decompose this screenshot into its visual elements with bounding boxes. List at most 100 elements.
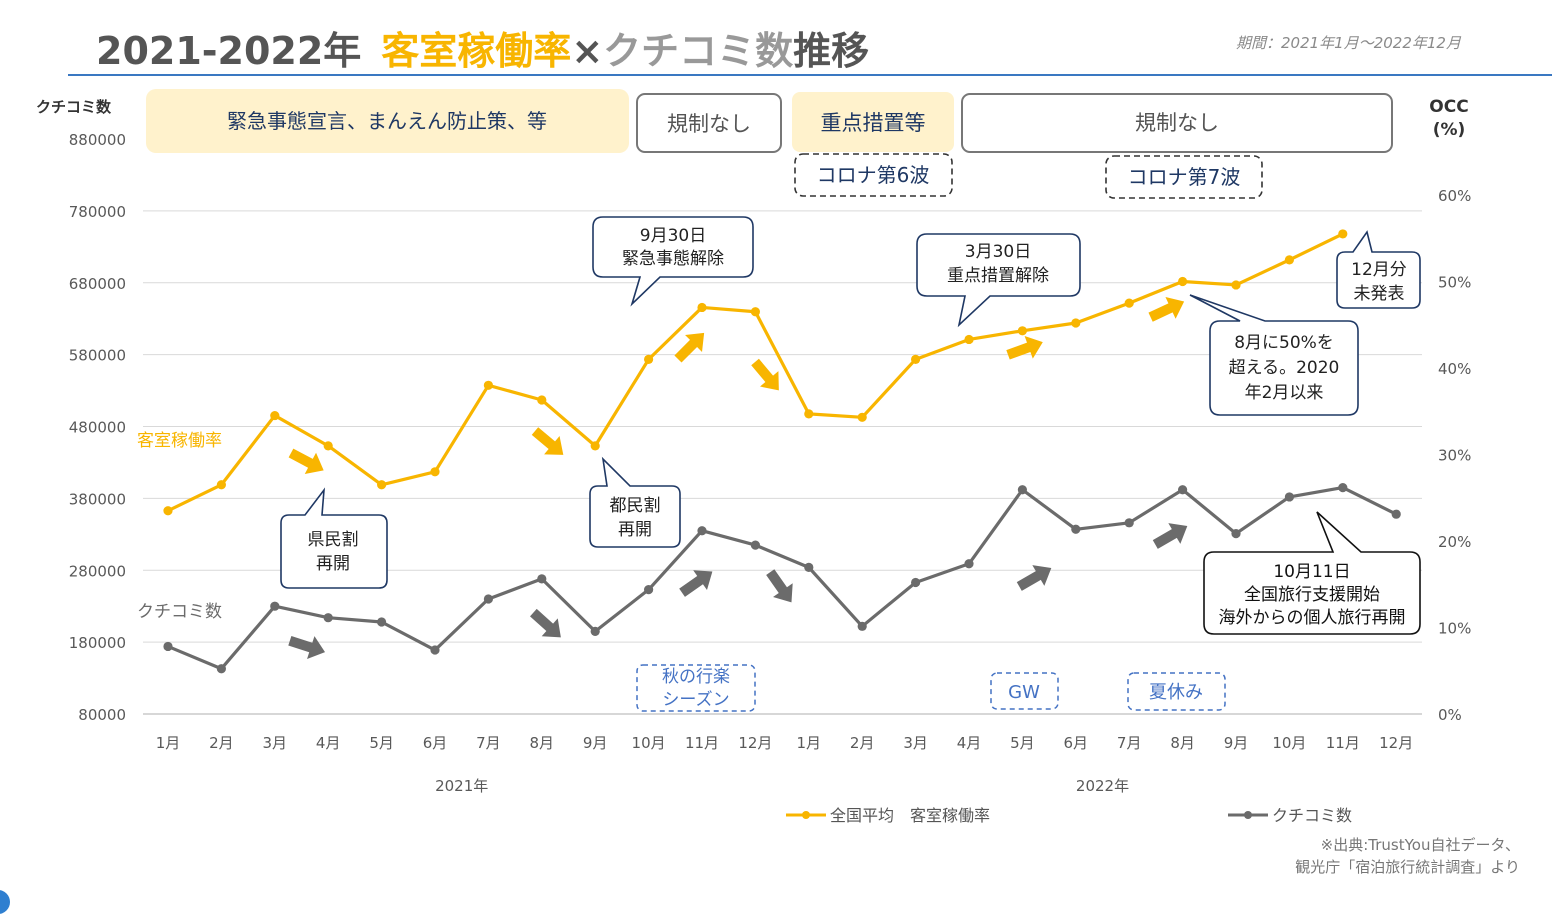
occ-data-point (323, 441, 333, 451)
occ-trend-arrow (527, 421, 572, 465)
right-axis-tick-label: 30% (1438, 447, 1471, 465)
legend-reviews-marker (1244, 811, 1252, 819)
x-axis-tick-label: 7月 (1117, 734, 1142, 752)
x-axis-tick-label: 6月 (423, 734, 448, 752)
season-autumn-line1: 秋の行楽 (662, 667, 730, 687)
reviews-data-point (323, 613, 333, 623)
occ-series-label: 客室稼働率 (137, 431, 222, 451)
policy-box-emergency: 緊急事態宣言、まんえん防止策、等 (227, 109, 547, 133)
callout-sep30: 9月30日 緊急事態解除 (592, 216, 754, 307)
policy-box-priority: 重点措置等 (821, 111, 926, 135)
wave-6-label: コロナ第6波 (817, 163, 930, 187)
callout-sep30-line2: 緊急事態解除 (622, 249, 724, 269)
occ-data-point (1284, 255, 1294, 265)
left-axis-tick-label: 680000 (69, 275, 126, 293)
reviews-data-point (270, 601, 280, 611)
occ-data-point (163, 506, 173, 516)
left-axis-tick-label: 380000 (69, 490, 126, 508)
callout-oct11: 10月11日 全国旅行支援開始 海外からの個人旅行再開 (1203, 511, 1421, 635)
left-axis-tick-label: 580000 (69, 347, 126, 365)
season-gw-frame (990, 672, 1059, 710)
reviews-data-point (964, 559, 974, 569)
left-axis-tick-label: 280000 (69, 562, 126, 580)
x-axis-tick-label: 5月 (1010, 734, 1035, 752)
reviews-data-point (911, 577, 921, 588)
x-axis-tick-label: 10月 (1272, 734, 1306, 752)
x-axis-tick-label: 4月 (957, 734, 982, 752)
callout-sep30-line1: 9月30日 (640, 226, 706, 246)
policy-box-none-1: 規制なし (667, 112, 751, 136)
reviews-data-point (1178, 485, 1188, 495)
occ-data-point (270, 410, 280, 421)
season-autumn-line2: シーズン (662, 690, 729, 710)
x-axis-tick-label: 10月 (632, 734, 666, 752)
reviews-data-point (1124, 518, 1134, 528)
occ-data-point (1017, 326, 1027, 336)
occ-data-point (590, 441, 600, 451)
wave-7-frame (1105, 155, 1263, 199)
policy-box-priority-bg (792, 92, 954, 152)
season-boxes: 秋の行楽 シーズン GW 夏休み (636, 664, 1226, 712)
right-axis-tick-label: 40% (1438, 360, 1471, 378)
occ-data-point (1071, 318, 1081, 328)
reviews-trend-arrow (525, 603, 569, 647)
left-axis-tick-label: 880000 (69, 131, 126, 149)
right-axis-tick-label: 0% (1438, 706, 1462, 724)
occ-data-point (857, 412, 867, 422)
x-axis-year-label: 2021年 (435, 777, 488, 795)
occ-trend-arrow (285, 442, 330, 481)
wave-6-frame (794, 153, 953, 197)
left-axis-tick-label: 480000 (69, 419, 126, 437)
source-line2: 観光庁「宿泊旅行統計調査」より (1295, 858, 1520, 876)
reviews-data-point (857, 621, 867, 631)
x-axis-tick-label: 5月 (369, 734, 394, 752)
left-axis-tick-label: 780000 (69, 203, 126, 221)
policy-box-none-2: 規制なし (1135, 111, 1219, 135)
legend-occ-label: 全国平均 客室稼働率 (830, 806, 990, 825)
occ-data-point (1338, 229, 1348, 239)
policy-boxes: 緊急事態宣言、まんえん防止策、等 規制なし 重点措置等 規制なし コロナ第6波 … (146, 89, 1393, 199)
callout-aug-line1: 8月に50%を (1234, 333, 1334, 353)
left-axis-title: クチコミ数 (36, 98, 112, 116)
x-axis-tick-label: 2月 (209, 734, 234, 752)
legend-occ-marker (802, 811, 810, 819)
x-axis-tick-label: 3月 (263, 734, 288, 752)
policy-box-none-1-frame (636, 93, 782, 153)
x-axis-tick-label: 7月 (476, 734, 501, 752)
occ-data-point (483, 380, 493, 390)
right-axis-tick-label: 60% (1438, 187, 1471, 205)
season-gw-label: GW (1008, 682, 1040, 703)
occ-data-point (216, 480, 226, 490)
x-axis-tick-label: 11月 (685, 734, 719, 752)
x-axis-tick-label: 2月 (850, 734, 875, 752)
reviews-trend-arrow (286, 629, 329, 664)
policy-box-emergency-bg (146, 89, 629, 153)
reviews-data-point (1338, 482, 1348, 493)
callout-dec-line2: 未発表 (1354, 284, 1405, 304)
x-axis-tick-label: 1月 (156, 734, 181, 752)
title-year-range: 2021-2022年 (96, 29, 362, 73)
title-times: × (571, 29, 604, 73)
x-axis-tick-label: 11月 (1326, 734, 1360, 752)
title-occ-label: 客室稼働率 (381, 29, 572, 73)
period-label: 期間：2021年1月〜2022年12月 (1236, 34, 1461, 52)
right-axis-tick-label: 10% (1438, 620, 1471, 638)
callout-tomin-line1: 都民割 (610, 496, 661, 516)
reviews-trend-arrow (760, 565, 802, 610)
trend-arrows (285, 290, 1194, 664)
season-summer-label: 夏休み (1149, 682, 1203, 703)
right-axis-title-unit: (%) (1432, 120, 1466, 140)
title-trend: 推移 (793, 29, 870, 73)
callout-aug-50: 8月に50%を 超える。2020 年2月以来 (1189, 294, 1359, 416)
callout-aug-line2: 超える。2020 (1229, 358, 1340, 378)
reviews-trend-arrow (1149, 515, 1194, 555)
occ-data-point (1124, 298, 1134, 308)
x-axis-tick-label: 8月 (530, 734, 555, 752)
x-axis-tick-label: 12月 (738, 734, 772, 752)
reviews-trend-arrow (675, 561, 720, 603)
reviews-data-point (804, 562, 814, 572)
x-axis-tick-label: 3月 (903, 734, 928, 752)
callout-oct11-line1: 10月11日 (1273, 562, 1350, 582)
reviews-data-point (1231, 528, 1241, 539)
